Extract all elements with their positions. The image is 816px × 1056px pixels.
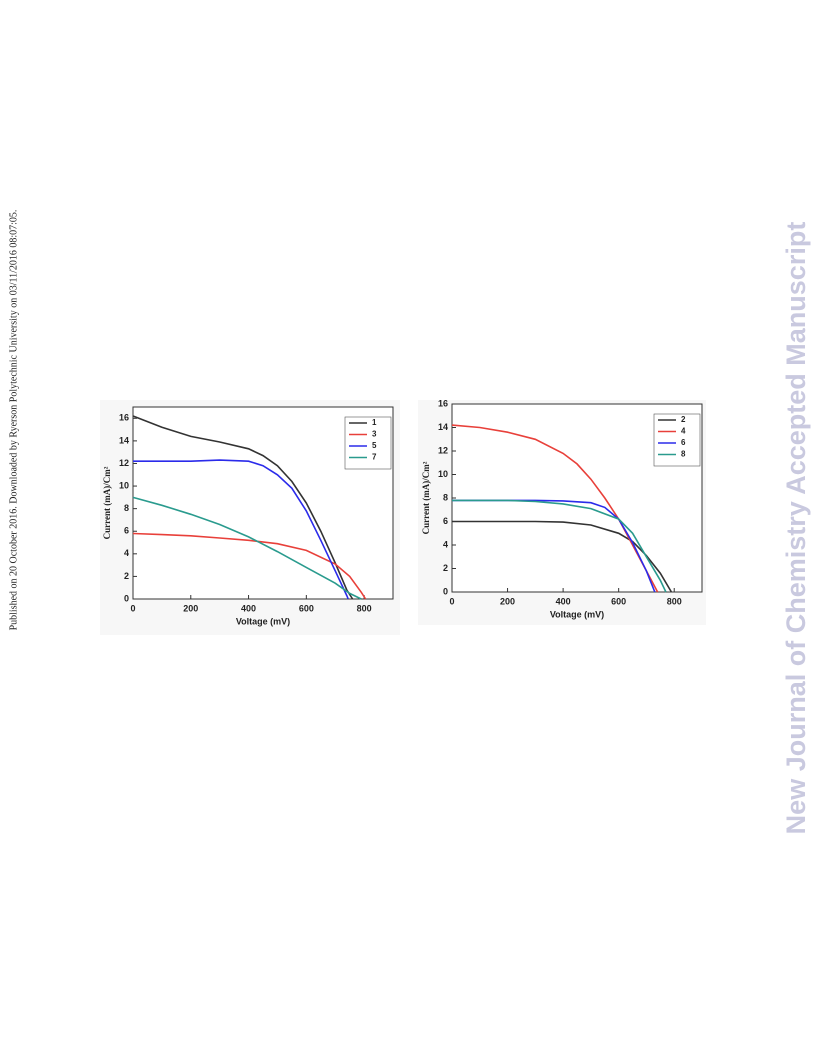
data-line (451, 424, 659, 593)
y-tick-label: 16 (438, 398, 448, 408)
y-tick-label: 16 (119, 413, 129, 423)
side-note: Published on 20 October 2016. Downloaded… (8, 210, 19, 631)
y-tick-label: 0 (443, 586, 448, 596)
x-axis-label: Voltage (mV) (550, 609, 604, 619)
legend-label: 7 (372, 453, 377, 462)
y-tick-label: 8 (443, 492, 448, 502)
y-tick-label: 4 (124, 548, 129, 558)
data-line (452, 499, 667, 593)
y-tick-label: 10 (119, 480, 129, 490)
legend-label: 1 (372, 418, 377, 427)
watermark: New Journal of Chemistry Accepted Manusc… (781, 222, 811, 835)
y-tick-label: 8 (124, 503, 129, 513)
legend-label: 3 (372, 430, 377, 439)
legend-label: 8 (681, 450, 686, 459)
x-tick-label: 800 (667, 596, 682, 606)
x-tick-label: 400 (556, 596, 571, 606)
legend-box (344, 416, 392, 470)
y-tick-label: 14 (119, 435, 129, 445)
y-axis-label: Current (mA)/Cm² (421, 461, 431, 534)
y-tick-label: 12 (438, 445, 448, 455)
x-tick-label: 400 (241, 603, 256, 613)
x-tick-label: 200 (183, 603, 198, 613)
data-line (132, 496, 362, 600)
y-tick-label: 12 (119, 458, 129, 468)
legend-label: 4 (681, 427, 686, 436)
y-tick-label: 2 (124, 571, 129, 581)
y-tick-label: 6 (124, 526, 129, 536)
y-axis-label: Current (mA)/Cm² (102, 466, 112, 539)
data-line (132, 415, 354, 600)
data-line (132, 532, 367, 600)
x-axis-label: Voltage (mV) (236, 616, 290, 626)
x-tick-label: 0 (130, 603, 135, 613)
x-tick-label: 800 (357, 603, 372, 613)
data-line (452, 520, 673, 593)
x-tick-label: 600 (611, 596, 626, 606)
y-tick-label: 0 (124, 593, 129, 603)
legend-label: 6 (681, 438, 686, 447)
x-tick-label: 200 (500, 596, 515, 606)
y-tick-label: 14 (438, 422, 448, 432)
legend-label: 2 (681, 415, 686, 424)
y-tick-label: 2 (443, 563, 448, 573)
legend-label: 5 (372, 441, 377, 450)
x-tick-label: 0 (449, 596, 454, 606)
data-line (133, 459, 349, 600)
y-tick-label: 4 (443, 539, 448, 549)
y-tick-label: 6 (443, 516, 448, 526)
y-tick-label: 10 (438, 469, 448, 479)
x-tick-label: 600 (299, 603, 314, 613)
legend-box (653, 413, 701, 467)
